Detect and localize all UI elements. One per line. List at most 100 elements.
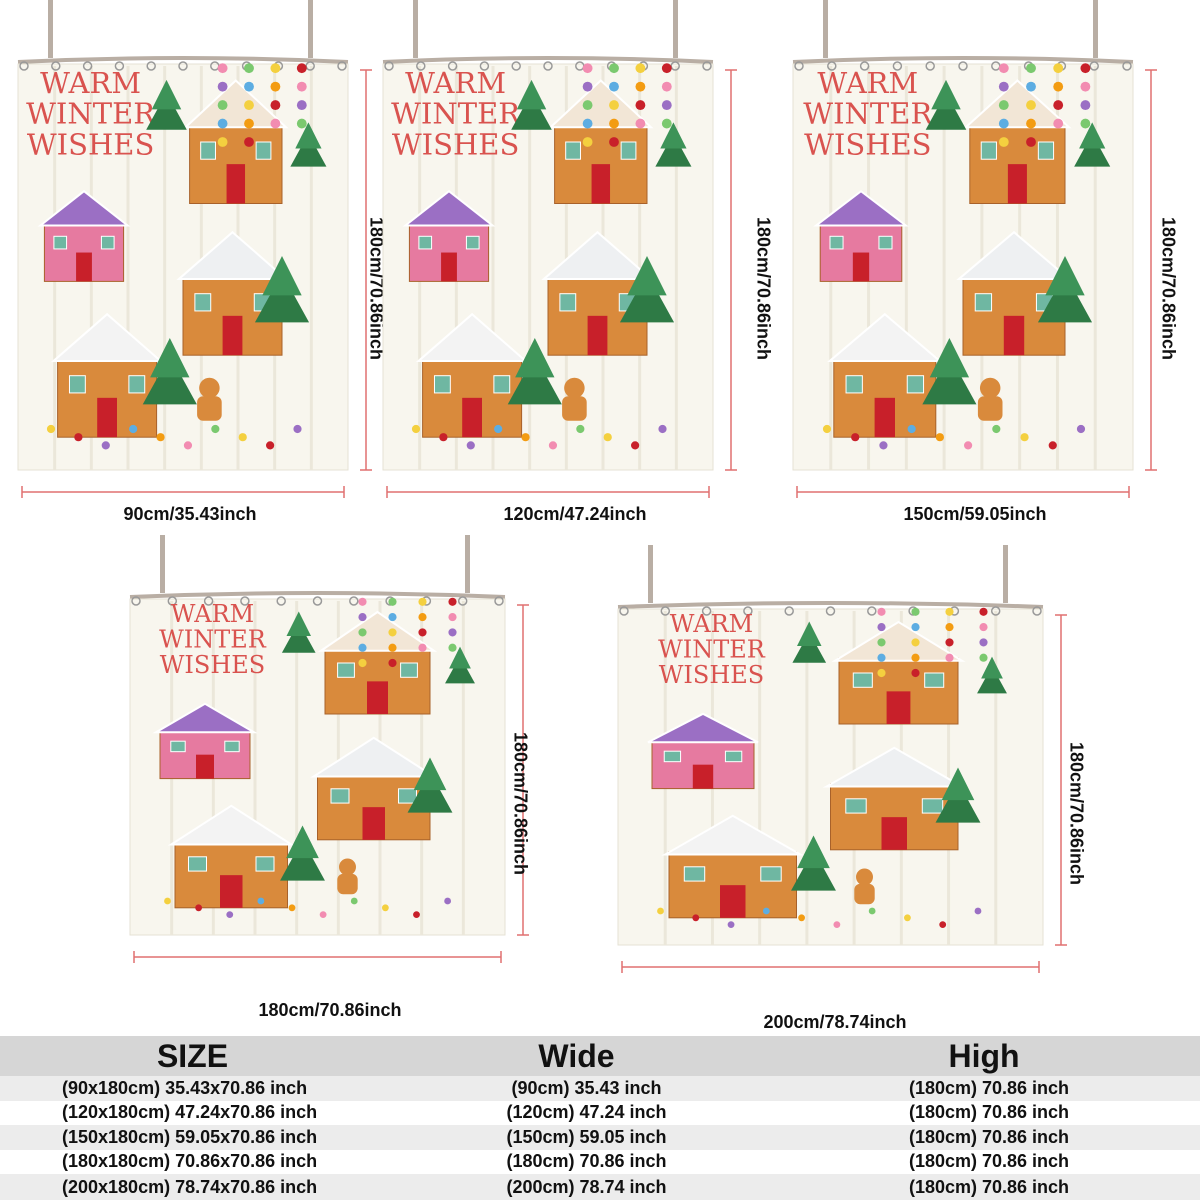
curtain-ring — [416, 61, 426, 71]
gingerbread-man-body — [197, 396, 222, 421]
curtain-ring — [825, 606, 836, 616]
gingerbread-house — [415, 312, 529, 438]
curtain-rod — [129, 591, 506, 599]
curtain-title-line: WISHES — [659, 661, 764, 689]
candy-dot — [877, 607, 886, 616]
tree-shape — [929, 337, 970, 378]
rod-post — [413, 0, 418, 58]
tree-shape — [445, 656, 475, 684]
candy-dot — [692, 914, 700, 922]
candy-dot — [270, 81, 281, 92]
tree-shape — [1079, 122, 1106, 149]
curtain-title-line: WARM — [405, 66, 506, 100]
wide-cell: (120cm) 47.24 inch — [506, 1102, 667, 1123]
house-door — [97, 397, 117, 438]
candy-dot — [381, 904, 389, 912]
candy-dot — [448, 597, 457, 606]
candy-dot — [296, 81, 307, 92]
curtain-title-line: WARM — [817, 66, 918, 100]
tree-shape — [977, 666, 1007, 694]
house-window — [433, 375, 451, 394]
house-window — [852, 672, 873, 688]
house-roof — [37, 189, 131, 227]
house-roof — [647, 712, 759, 744]
candy-dot — [388, 597, 397, 606]
tree-shape — [792, 632, 827, 663]
curtain-ring — [240, 596, 250, 606]
house-window — [620, 141, 637, 160]
curtain-title-line: WINTER — [658, 636, 766, 664]
house-roof — [827, 312, 943, 362]
house-door — [226, 164, 246, 204]
candy-dot — [46, 424, 56, 434]
candy-dot — [727, 921, 735, 928]
high-cell: (180cm) 70.86 inch — [908, 1077, 1070, 1098]
curtain-ring — [447, 61, 458, 71]
candy-dot — [576, 424, 585, 434]
candy-dot — [877, 668, 886, 678]
candy-dot — [270, 63, 281, 74]
candy-dot — [439, 433, 448, 442]
house-roof — [661, 814, 805, 856]
header-size: SIZE — [156, 1037, 229, 1074]
house-window — [53, 235, 68, 250]
house-window — [255, 856, 275, 872]
gingerbread-house — [50, 312, 164, 438]
candy-dot — [582, 118, 593, 129]
candy-dot — [226, 911, 234, 918]
candy-dot — [296, 63, 307, 74]
house-window — [398, 788, 417, 804]
candy-dot — [211, 424, 220, 434]
tree-shape — [797, 621, 822, 646]
rod-post — [648, 545, 653, 603]
rod-post — [823, 0, 828, 58]
tree-shape — [151, 79, 182, 110]
candy-dot — [548, 441, 558, 450]
gingerbread-man-head — [199, 377, 220, 399]
house-window — [845, 798, 867, 814]
gingerbread-house — [548, 79, 654, 204]
candy-dot — [296, 100, 307, 111]
house-door — [1007, 164, 1027, 204]
curtain-ring — [859, 61, 870, 71]
tree-shape — [619, 273, 675, 323]
table-row: (180x180cm) 70.86x70.86 inch (180cm) 70.… — [0, 1149, 1200, 1174]
curtain-panel-2: WARM WINTER WISHES 120cm/47.24inch 180cm/7… — [375, 0, 775, 530]
curtain-ring — [867, 606, 877, 616]
candy-dot — [388, 658, 397, 668]
candy-dot — [411, 424, 421, 434]
tree-shape — [660, 122, 687, 149]
candy-dot — [798, 914, 805, 922]
curtain-ring — [1122, 61, 1132, 71]
height-label: 180cm/70.86inch — [1158, 216, 1179, 361]
tree-shape — [935, 781, 981, 823]
house-window — [100, 235, 115, 250]
dimension-lines — [621, 614, 1067, 973]
curtain-ring — [794, 61, 804, 71]
tree-shape — [791, 849, 836, 891]
house-roof — [176, 230, 289, 280]
candy-dot — [877, 623, 886, 632]
tree-shape — [281, 622, 316, 653]
curtain-ring — [1032, 606, 1042, 616]
candy-dot — [1026, 63, 1036, 74]
tree — [445, 646, 475, 684]
tree — [791, 835, 836, 891]
candy-dot — [217, 100, 228, 111]
candy-dot — [195, 904, 203, 912]
house-door — [720, 885, 746, 918]
house-window — [663, 750, 682, 763]
gingerbread-house — [827, 312, 943, 438]
house-window — [565, 141, 581, 160]
candy-dot — [1080, 118, 1091, 129]
curtain-ring — [543, 61, 553, 71]
curtain-title-line: WISHES — [804, 127, 931, 161]
candy-dot — [609, 63, 619, 74]
house-roof — [541, 230, 654, 280]
house-door — [587, 315, 608, 356]
tree — [280, 825, 325, 881]
tree-shape — [280, 839, 325, 881]
candy-dot — [217, 118, 228, 129]
